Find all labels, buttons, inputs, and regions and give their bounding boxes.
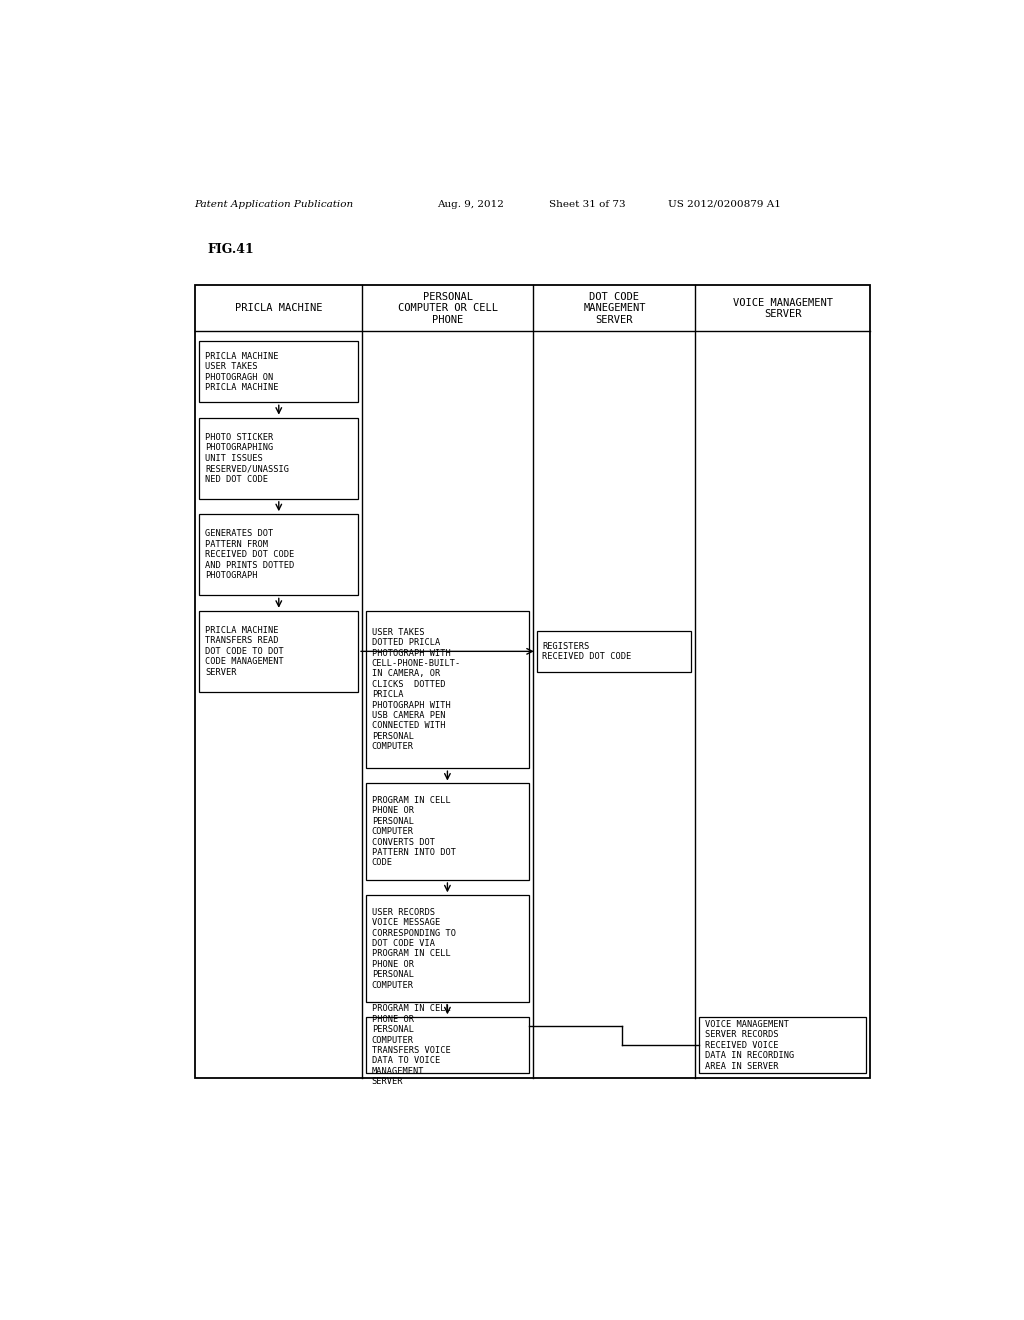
Bar	[196, 285, 870, 1078]
Text: VOICE MANAGEMENT
SERVER RECORDS
RECEIVED VOICE
DATA IN RECORDING
AREA IN SERVER: VOICE MANAGEMENT SERVER RECORDS RECEIVED…	[705, 1020, 795, 1071]
Bar	[367, 784, 528, 880]
Bar	[537, 631, 691, 672]
Text: Patent Application Publication: Patent Application Publication	[194, 199, 353, 209]
Text: REGISTERS
RECEIVED DOT CODE: REGISTERS RECEIVED DOT CODE	[543, 642, 632, 661]
Text: DOT CODE
MANEGEMENT
SERVER: DOT CODE MANEGEMENT SERVER	[584, 292, 646, 325]
Bar	[200, 417, 358, 499]
Text: PROGRAM IN CELL
PHONE OR
PERSONAL
COMPUTER
CONVERTS DOT
PATTERN INTO DOT
CODE: PROGRAM IN CELL PHONE OR PERSONAL COMPUT…	[372, 796, 456, 867]
Bar	[367, 895, 528, 1002]
Text: FIG.41: FIG.41	[207, 243, 254, 256]
Text: PERSONAL
COMPUTER OR CELL
PHONE: PERSONAL COMPUTER OR CELL PHONE	[397, 292, 498, 325]
Text: PRICLA MACHINE
TRANSFERS READ
DOT CODE TO DOT
CODE MANAGEMENT
SERVER: PRICLA MACHINE TRANSFERS READ DOT CODE T…	[205, 626, 284, 677]
Text: PRICLA MACHINE
USER TAKES
PHOTOGRAGH ON
PRICLA MACHINE: PRICLA MACHINE USER TAKES PHOTOGRAGH ON …	[205, 351, 279, 392]
Text: PRICLA MACHINE: PRICLA MACHINE	[236, 304, 323, 313]
Text: VOICE MANAGEMENT
SERVER: VOICE MANAGEMENT SERVER	[733, 297, 833, 319]
Text: PHOTO STICKER
PHOTOGRAPHING
UNIT ISSUES
RESERVED/UNASSIG
NED DOT CODE: PHOTO STICKER PHOTOGRAPHING UNIT ISSUES …	[205, 433, 289, 483]
Text: USER RECORDS
VOICE MESSAGE
CORRESPONDING TO
DOT CODE VIA
PROGRAM IN CELL
PHONE O: USER RECORDS VOICE MESSAGE CORRESPONDING…	[372, 908, 456, 990]
Bar	[367, 1018, 528, 1073]
Text: Sheet 31 of 73: Sheet 31 of 73	[549, 199, 626, 209]
Text: PROGRAM IN CELL
PHONE OR
PERSONAL
COMPUTER
TRANSFERS VOICE
DATA TO VOICE
MANAGEM: PROGRAM IN CELL PHONE OR PERSONAL COMPUT…	[372, 1005, 451, 1086]
Bar	[200, 515, 358, 595]
Text: Aug. 9, 2012: Aug. 9, 2012	[437, 199, 505, 209]
Text: USER TAKES
DOTTED PRICLA
PHOTOGRAPH WITH
CELL-PHONE-BUILT-
IN CAMERA, OR
CLICKS : USER TAKES DOTTED PRICLA PHOTOGRAPH WITH…	[372, 628, 461, 751]
Bar	[699, 1018, 866, 1073]
Text: US 2012/0200879 A1: US 2012/0200879 A1	[668, 199, 780, 209]
Bar	[200, 611, 358, 692]
Text: GENERATES DOT
PATTERN FROM
RECEIVED DOT CODE
AND PRINTS DOTTED
PHOTOGRAPH: GENERATES DOT PATTERN FROM RECEIVED DOT …	[205, 529, 294, 579]
Bar	[200, 342, 358, 403]
Bar	[367, 611, 528, 768]
